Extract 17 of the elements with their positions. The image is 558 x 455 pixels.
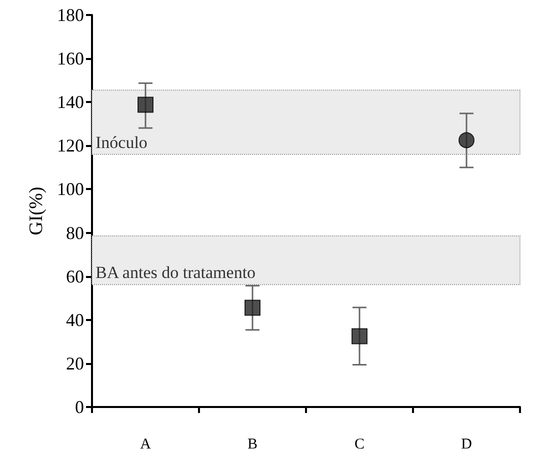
y-tick-label: 80: [66, 222, 84, 243]
y-tick-label: 20: [66, 353, 84, 374]
x-tick-label: B: [247, 436, 258, 452]
y-tick-label: 140: [57, 92, 84, 112]
band-label: Inóculo: [96, 132, 148, 152]
x-tick-label: C: [354, 436, 365, 452]
y-tick-label: 40: [66, 310, 84, 330]
y-tick-label: 160: [57, 48, 84, 69]
band-label: BA antes do tratamento: [96, 263, 256, 282]
y-tick-label: 120: [57, 136, 84, 156]
y-tick-label: 100: [57, 179, 84, 200]
y-tick-label: 180: [57, 5, 84, 25]
x-tick-label: D: [461, 436, 472, 452]
x-tick-label: A: [140, 436, 152, 452]
y-axis-title: GI(%): [26, 186, 48, 236]
y-tick-label: 60: [66, 266, 84, 286]
y-tick-label: 0: [75, 397, 84, 417]
